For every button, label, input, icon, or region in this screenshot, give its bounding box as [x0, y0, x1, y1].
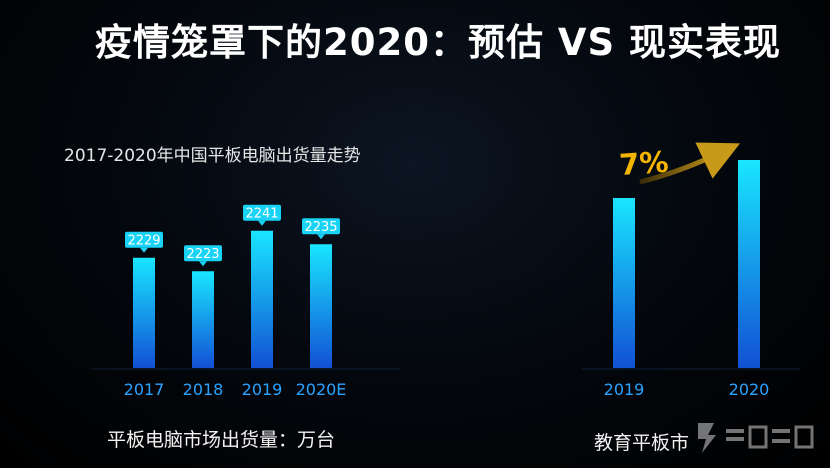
bar-2019 [251, 230, 273, 368]
data-label-box [184, 245, 222, 262]
data-label-box [302, 218, 340, 235]
data-label-box [243, 204, 281, 221]
shipments-bar-chart: 2229 2017 2223 2018 2241 2019 2235 2020E [92, 204, 400, 399]
electronic-enthusiast-logo-icon [698, 423, 814, 453]
data-label-box [125, 231, 163, 248]
data-label: 2241 [245, 206, 278, 221]
x-tick-label: 2020E [296, 380, 347, 399]
bar-2018 [192, 271, 214, 368]
x-tick-label: 2018 [183, 380, 224, 399]
caption-shipments-unit: 平板电脑市场出货量：万台 [107, 429, 336, 451]
x-tick-label: 2020 [729, 380, 770, 399]
data-label-pointer [199, 261, 207, 267]
data-label-pointer [258, 220, 266, 226]
data-label: 2223 [186, 247, 219, 262]
data-label-pointer [317, 234, 325, 240]
data-label-pointer [140, 247, 148, 253]
bar-2020E [310, 244, 332, 368]
chart-title-shipments: 2017-2020年中国平板电脑出货量走势 [64, 146, 361, 166]
data-label: 2229 [127, 233, 160, 248]
data-label: 2235 [304, 220, 337, 235]
bar-2020 [738, 160, 760, 368]
education-tablet-bar-chart: 2019 2020 7% [582, 142, 800, 399]
x-tick-label: 2019 [242, 380, 283, 399]
growth-annotation: 7% [618, 145, 670, 182]
x-tick-label: 2019 [604, 380, 645, 399]
bar-2019 [613, 198, 635, 368]
growth-arrow-icon [639, 142, 741, 185]
bar-2017 [133, 257, 155, 368]
slide-title: 疫情笼罩下的2020：预估 VS 现实表现 [95, 21, 782, 64]
x-tick-label: 2017 [124, 380, 165, 399]
caption-education-tablet: 教育平板市 [594, 432, 690, 454]
